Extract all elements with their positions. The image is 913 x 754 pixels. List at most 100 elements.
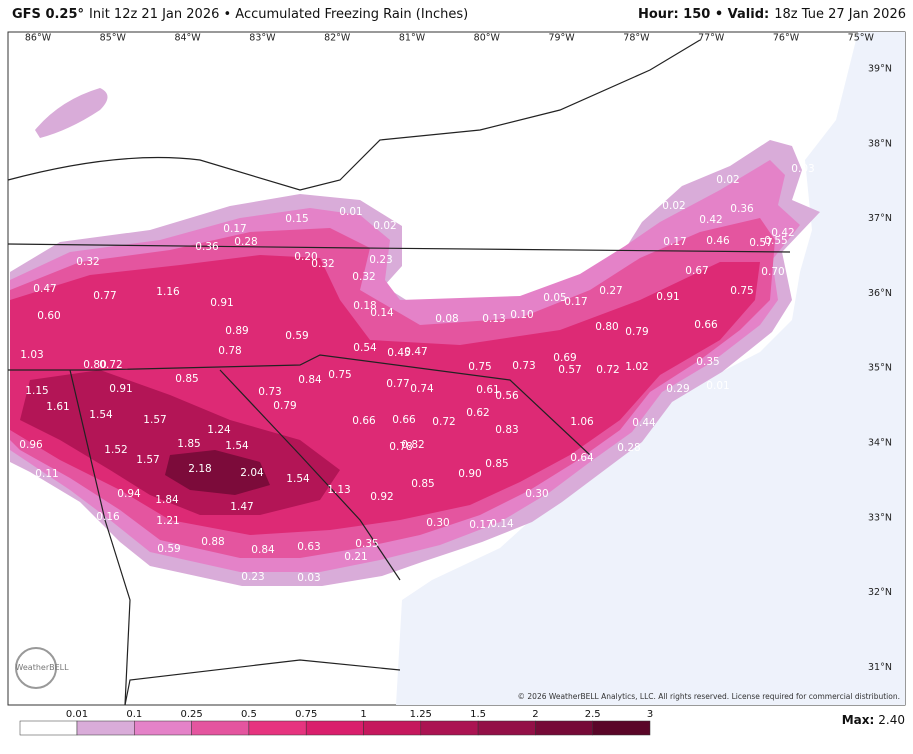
point-value: 1.54 [225, 440, 249, 452]
point-value: 0.70 [761, 266, 784, 278]
point-value: 0.01 [706, 380, 729, 392]
lat-label: 32°N [868, 587, 892, 598]
max-value: 2.40 [878, 713, 905, 727]
state-border [69, 369, 131, 706]
point-value: 0.62 [466, 407, 489, 419]
state-border [7, 243, 791, 253]
point-value: 0.32 [311, 258, 334, 270]
legend-label: 1.25 [410, 709, 432, 720]
frz-0.01 [35, 88, 108, 138]
lon-label: 79°W [548, 33, 575, 44]
point-value: 0.35 [696, 356, 719, 368]
point-value: 0.47 [33, 283, 56, 295]
lon-label: 78°W [623, 33, 650, 44]
point-value: 0.21 [344, 551, 367, 563]
state-border [219, 369, 401, 581]
point-value: 0.59 [285, 330, 308, 342]
point-value: 0.13 [482, 313, 505, 325]
point-value: 1.54 [286, 473, 310, 485]
legend: 0.01 0.1 0.25 0.5 0.75 1 1.25 1.5 2 2.5 3 [19, 709, 653, 736]
lon-label: 83°W [249, 33, 276, 44]
point-value: 0.54 [353, 342, 377, 354]
point-value: 0.60 [37, 310, 60, 322]
point-value: 0.28 [234, 236, 257, 248]
model-name: GFS 0.25° [12, 7, 84, 22]
point-value: 0.10 [510, 309, 533, 321]
point-value: 0.80 [595, 321, 618, 333]
point-value: 0.32 [352, 271, 375, 283]
point-value: 0.15 [285, 213, 308, 225]
point-value: 0.17 [469, 519, 492, 531]
point-value: 0.18 [353, 300, 376, 312]
point-value: 0.91 [109, 383, 132, 395]
point-value: 0.02 [662, 200, 685, 212]
lat-label: 31°N [868, 662, 892, 673]
point-value: 0.56 [495, 390, 519, 402]
point-value: 0.35 [355, 538, 378, 550]
lat-label: 38°N [868, 138, 892, 149]
point-value: 0.78 [389, 441, 412, 453]
point-value: 0.74 [410, 383, 434, 395]
point-value: 1.85 [177, 438, 200, 450]
point-value: 0.88 [201, 536, 224, 548]
point-value: 0.16 [96, 511, 120, 523]
run-info: Init 12z 21 Jan 2026 • Accumulated Freez… [89, 7, 468, 22]
lat-label: 34°N [868, 438, 892, 449]
lat-label: 39°N [868, 64, 892, 75]
lon-label: 80°W [474, 33, 501, 44]
point-value: 0.96 [19, 439, 43, 451]
point-value: 0.82 [401, 439, 424, 451]
lat-label: 37°N [868, 213, 892, 224]
point-value: 1.03 [20, 349, 43, 361]
point-value: 1.21 [156, 515, 179, 527]
lat-label: 35°N [868, 363, 892, 374]
header-right: Hour: 150 • Valid: 18z Tue 27 Jan 2026 [638, 7, 906, 22]
point-value: 0.67 [685, 265, 708, 277]
point-value: 1.54 [89, 409, 113, 421]
logo: WeatherBELL [15, 663, 69, 672]
point-value: 0.61 [476, 384, 499, 396]
point-value: 0.59 [157, 543, 180, 555]
point-value: 0.66 [392, 414, 416, 426]
point-value: 0.01 [339, 206, 362, 218]
point-value: 0.91 [656, 291, 679, 303]
point-value: 0.79 [273, 400, 296, 412]
point-value: 0.02 [716, 174, 739, 186]
legend-swatch [477, 720, 536, 736]
legend-swatch [248, 720, 307, 736]
state-border [124, 659, 401, 706]
lon-label: 85°W [100, 33, 127, 44]
legend-label: 2.5 [585, 709, 601, 720]
point-value: 0.79 [625, 326, 648, 338]
point-value: 2.18 [188, 463, 211, 475]
point-value: 0.72 [432, 416, 455, 428]
legend-label: 0.5 [241, 709, 257, 720]
legend-swatch [420, 720, 479, 736]
legend-label: 3 [647, 709, 653, 720]
point-value: 0.44 [632, 417, 656, 429]
lon-label: 76°W [773, 33, 800, 44]
point-value: 0.14 [490, 518, 514, 530]
point-value: 0.32 [76, 256, 99, 268]
legend-swatch [592, 720, 651, 736]
point-value: 0.36 [730, 203, 754, 215]
point-value: 0.72 [596, 364, 619, 376]
point-value: 0.84 [298, 374, 322, 386]
point-value: 0.42 [771, 227, 794, 239]
point-value: 0.30 [525, 488, 548, 500]
point-value: 0.27 [599, 285, 622, 297]
point-value: 0.55 [764, 235, 787, 247]
point-value: 1.84 [155, 494, 179, 506]
lat-label: 36°N [868, 288, 892, 299]
point-value: 0.92 [370, 491, 393, 503]
point-value: 0.75 [328, 369, 351, 381]
lon-label: 75°W [848, 33, 875, 44]
ocean [396, 32, 905, 705]
valid-time: 18z Tue 27 Jan 2026 [774, 7, 906, 22]
point-value: 0.23 [241, 571, 264, 583]
point-value: 0.64 [570, 452, 594, 464]
point-value: 0.30 [426, 517, 449, 529]
point-value: 1.15 [25, 385, 48, 397]
lon-label: 81°W [399, 33, 426, 44]
